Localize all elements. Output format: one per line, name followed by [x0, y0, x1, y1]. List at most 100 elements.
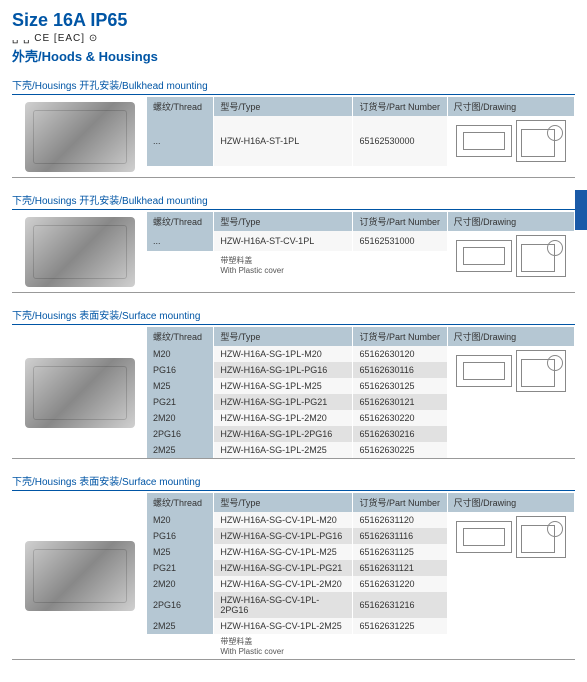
thread-cell: M25 — [147, 544, 214, 560]
note-text: 带塑料盖 With Plastic cover — [214, 634, 447, 659]
part-cell: 65162631116 — [353, 528, 447, 544]
thread-cell: 2M20 — [147, 576, 214, 592]
product-image-col — [12, 212, 147, 292]
thread-cell: PG16 — [147, 362, 214, 378]
col-header: 订货号/Part Number — [353, 212, 447, 231]
spec-table: 螺纹/Thread型号/Type订货号/Part Number尺寸图/Drawi… — [147, 493, 575, 659]
col-header: 螺纹/Thread — [147, 493, 214, 512]
type-cell: HZW-H16A-ST-CV-1PL — [214, 231, 353, 251]
col-header: 型号/Type — [214, 327, 353, 346]
col-header: 螺纹/Thread — [147, 327, 214, 346]
section: 下壳/Housings 表面安装/Surface mounting螺纹/Thre… — [12, 471, 575, 660]
section: 下壳/Housings 开孔安装/Bulkhead mounting螺纹/Thr… — [12, 75, 575, 178]
part-cell: 65162631121 — [353, 560, 447, 576]
type-cell: HZW-H16A-SG-1PL-PG16 — [214, 362, 353, 378]
product-image — [25, 541, 135, 611]
drawing-top-view — [456, 521, 512, 553]
col-header: 型号/Type — [214, 97, 353, 116]
col-header: 订货号/Part Number — [353, 493, 447, 512]
note-text: 带塑料盖 With Plastic cover — [214, 251, 447, 282]
spec-table: 螺纹/Thread型号/Type订货号/Part Number尺寸图/Drawi… — [147, 97, 575, 166]
drawing-cell — [447, 512, 574, 659]
section-title: 下壳/Housings 表面安装/Surface mounting — [12, 471, 575, 491]
certification-marks: ␣ ␣ CE [EAC] ⊙ — [12, 33, 575, 44]
part-cell: 65162630116 — [353, 362, 447, 378]
section-title: 下壳/Housings 开孔安装/Bulkhead mounting — [12, 190, 575, 210]
col-header: 尺寸图/Drawing — [447, 327, 574, 346]
drawing-cell — [447, 346, 574, 458]
thread-cell: 2PG16 — [147, 426, 214, 442]
section-title: 下壳/Housings 表面安装/Surface mounting — [12, 305, 575, 325]
drawing-top-view — [456, 240, 512, 272]
drawing-side-view — [516, 235, 566, 277]
type-cell: HZW-H16A-SG-CV-1PL-PG21 — [214, 560, 353, 576]
part-cell: 65162630216 — [353, 426, 447, 442]
thread-cell: M20 — [147, 512, 214, 528]
thread-cell: ... — [147, 116, 214, 166]
type-cell: HZW-H16A-SG-CV-1PL-PG16 — [214, 528, 353, 544]
col-header: 订货号/Part Number — [353, 327, 447, 346]
part-cell: 65162631216 — [353, 592, 447, 618]
col-header: 尺寸图/Drawing — [447, 493, 574, 512]
col-header: 型号/Type — [214, 212, 353, 231]
product-image-col — [12, 493, 147, 659]
part-cell: 65162631220 — [353, 576, 447, 592]
spec-table: 螺纹/Thread型号/Type订货号/Part Number尺寸图/Drawi… — [147, 327, 575, 458]
side-tab — [575, 190, 587, 230]
col-header: 型号/Type — [214, 493, 353, 512]
product-image — [25, 358, 135, 428]
page-subtitle: 外壳/Hoods & Housings — [12, 46, 575, 65]
product-image — [25, 217, 135, 287]
drawing-side-view — [516, 120, 566, 162]
col-header: 螺纹/Thread — [147, 212, 214, 231]
page-title: Size 16A IP65 — [12, 10, 575, 31]
part-cell: 65162631125 — [353, 544, 447, 560]
part-cell: 65162630121 — [353, 394, 447, 410]
drawing-side-view — [516, 350, 566, 392]
type-cell: HZW-H16A-SG-CV-1PL-2PG16 — [214, 592, 353, 618]
part-cell: 65162630225 — [353, 442, 447, 458]
section: 下壳/Housings 表面安装/Surface mounting螺纹/Thre… — [12, 305, 575, 459]
table-row: ...HZW-H16A-ST-CV-1PL65162531000 — [147, 231, 575, 251]
type-cell: HZW-H16A-SG-1PL-PG21 — [214, 394, 353, 410]
thread-cell: PG21 — [147, 394, 214, 410]
thread-cell: 2M25 — [147, 442, 214, 458]
thread-cell: PG16 — [147, 528, 214, 544]
type-cell: HZW-H16A-SG-1PL-2PG16 — [214, 426, 353, 442]
part-cell: 65162631225 — [353, 618, 447, 634]
type-cell: HZW-H16A-SG-CV-1PL-2M25 — [214, 618, 353, 634]
type-cell: HZW-H16A-SG-1PL-M20 — [214, 346, 353, 362]
drawing-top-view — [456, 125, 512, 157]
col-header: 尺寸图/Drawing — [447, 97, 574, 116]
type-cell: HZW-H16A-SG-1PL-M25 — [214, 378, 353, 394]
thread-cell: 2PG16 — [147, 592, 214, 618]
drawing-top-view — [456, 355, 512, 387]
drawing-cell — [447, 231, 574, 281]
product-image — [25, 102, 135, 172]
type-cell: HZW-H16A-SG-CV-1PL-M25 — [214, 544, 353, 560]
drawing-side-view — [516, 516, 566, 558]
thread-cell: PG21 — [147, 560, 214, 576]
part-cell: 65162630220 — [353, 410, 447, 426]
thread-cell: ... — [147, 231, 214, 251]
section: 下壳/Housings 开孔安装/Bulkhead mounting螺纹/Thr… — [12, 190, 575, 293]
part-cell: 65162531000 — [353, 231, 447, 251]
drawing-cell — [447, 116, 574, 166]
type-cell: HZW-H16A-SG-1PL-2M25 — [214, 442, 353, 458]
thread-cell: M20 — [147, 346, 214, 362]
table-row: M20HZW-H16A-SG-1PL-M2065162630120 — [147, 346, 575, 362]
col-header: 螺纹/Thread — [147, 97, 214, 116]
col-header: 订货号/Part Number — [353, 97, 447, 116]
spec-table: 螺纹/Thread型号/Type订货号/Part Number尺寸图/Drawi… — [147, 212, 575, 281]
section-title: 下壳/Housings 开孔安装/Bulkhead mounting — [12, 75, 575, 95]
type-cell: HZW-H16A-SG-CV-1PL-M20 — [214, 512, 353, 528]
col-header: 尺寸图/Drawing — [447, 212, 574, 231]
part-cell: 65162630125 — [353, 378, 447, 394]
type-cell: HZW-H16A-ST-1PL — [214, 116, 353, 166]
thread-cell: M25 — [147, 378, 214, 394]
thread-cell: 2M20 — [147, 410, 214, 426]
table-row: ...HZW-H16A-ST-1PL65162530000 — [147, 116, 575, 166]
catalog-page: Size 16A IP65 ␣ ␣ CE [EAC] ⊙ 外壳/Hoods & … — [0, 0, 587, 682]
table-row: M20HZW-H16A-SG-CV-1PL-M2065162631120 — [147, 512, 575, 528]
type-cell: HZW-H16A-SG-1PL-2M20 — [214, 410, 353, 426]
